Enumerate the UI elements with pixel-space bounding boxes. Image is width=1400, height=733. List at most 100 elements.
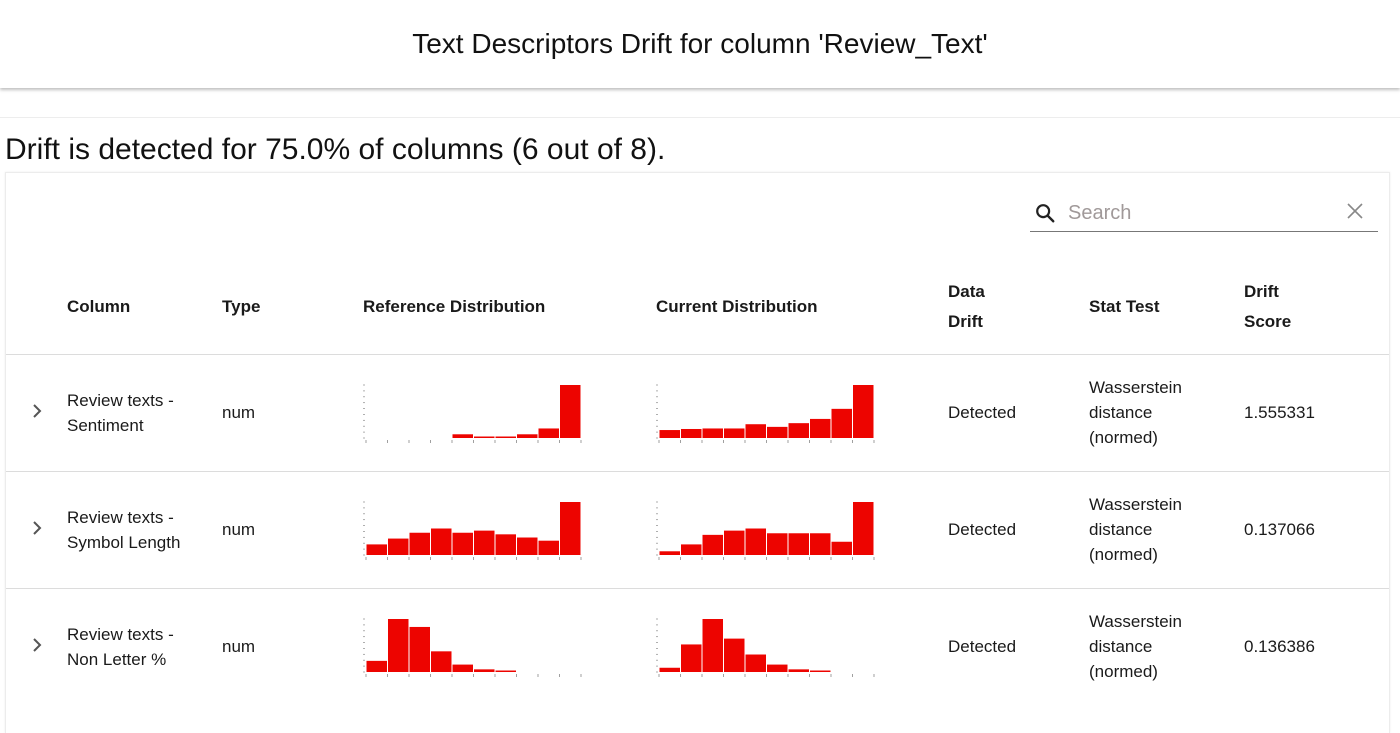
histogram-bar: [452, 532, 473, 555]
histogram-bar: [788, 532, 809, 555]
expand-row-button[interactable]: [26, 633, 48, 660]
reference-distribution-chart: [363, 618, 582, 677]
histogram-bar: [388, 538, 409, 555]
histogram-bar: [560, 384, 581, 438]
histogram-bar: [724, 530, 745, 555]
drift-score-value: 1.555331: [1244, 403, 1315, 422]
histogram-bar: [788, 669, 809, 672]
histogram-bar: [560, 501, 581, 555]
histogram-bar: [431, 528, 452, 555]
histogram-bar: [767, 426, 788, 438]
expand-row-button[interactable]: [26, 516, 48, 543]
drift-summary: Drift is detected for 75.0% of columns (…: [5, 133, 666, 166]
histogram-bar: [388, 618, 409, 672]
column-type: num: [222, 637, 256, 657]
histogram-bar: [853, 501, 874, 555]
histogram-bar: [702, 618, 723, 672]
histogram-bar: [745, 654, 766, 672]
histogram-bar: [788, 422, 809, 438]
clear-search-button[interactable]: [1346, 202, 1364, 225]
histogram-bar: [517, 433, 538, 438]
chevron-right-icon: [32, 638, 41, 652]
expand-row-button[interactable]: [26, 399, 48, 426]
reference-distribution-chart: [363, 384, 582, 443]
histogram-bar: [810, 670, 831, 672]
histogram-bar: [474, 436, 495, 438]
column-name: Review texts - Non Letter %: [67, 624, 174, 669]
data-drift-status: Detected: [948, 637, 1017, 657]
page-title: Text Descriptors Drift for column 'Revie…: [412, 28, 988, 59]
table-header-row: Column Type Reference Distribution Curre…: [6, 261, 1389, 354]
histogram-bar: [366, 660, 387, 672]
histogram-bar: [831, 541, 852, 555]
histogram-bar: [702, 534, 723, 555]
drift-table: Column Type Reference Distribution Curre…: [6, 261, 1389, 705]
drift-table-panel: Column Type Reference Distribution Curre…: [5, 172, 1390, 733]
histogram-bar: [474, 669, 495, 672]
page-header: Text Descriptors Drift for column 'Revie…: [0, 0, 1400, 88]
close-icon: [1347, 202, 1363, 219]
histogram-bar: [495, 436, 516, 438]
histogram-bar: [452, 433, 473, 438]
histogram-bar: [452, 664, 473, 672]
histogram-bar: [724, 638, 745, 672]
expander-header: [6, 261, 67, 354]
column-type: num: [222, 403, 256, 422]
chevron-right-icon: [32, 404, 41, 418]
histogram-bar: [724, 427, 745, 438]
histogram-bar: [659, 667, 680, 672]
table-row: Review texts - Sentiment num Detected Wa…: [6, 354, 1389, 471]
histogram-bar: [810, 532, 831, 555]
stat-test-header[interactable]: Stat Test: [1089, 297, 1160, 317]
histogram-bar: [767, 532, 788, 555]
histogram-bar: [681, 428, 702, 438]
histogram-bar: [831, 408, 852, 438]
reference-distribution-chart: [363, 501, 582, 560]
histogram-bar: [745, 423, 766, 438]
data-drift-status: Detected: [948, 520, 1017, 539]
data-drift-status: Detected: [948, 403, 1017, 422]
current-distribution-header: Current Distribution: [656, 297, 818, 317]
search-icon: [1036, 204, 1055, 223]
chevron-right-icon: [32, 521, 41, 535]
stat-test-name: Wasserstein distance (normed): [1089, 495, 1182, 564]
histogram-bar: [517, 537, 538, 555]
search-input[interactable]: [1066, 200, 1340, 226]
histogram-bar: [853, 384, 874, 438]
reference-distribution-header: Reference Distribution: [363, 297, 546, 317]
histogram-bar: [681, 644, 702, 672]
drift-score-value: 0.136386: [1244, 637, 1315, 657]
current-distribution-chart: [656, 384, 875, 443]
histogram-bar: [409, 626, 430, 672]
column-type: num: [222, 520, 256, 539]
histogram-bar: [659, 429, 680, 438]
histogram-bar: [681, 543, 702, 555]
histogram-bar: [495, 533, 516, 555]
histogram-bar: [767, 664, 788, 672]
histogram-bar: [366, 543, 387, 555]
drift-score-value: 0.137066: [1244, 520, 1315, 539]
histogram-bar: [702, 427, 723, 438]
current-distribution-chart: [656, 618, 875, 677]
histogram-bar: [409, 532, 430, 555]
column-name: Review texts - Symbol Length: [67, 507, 181, 552]
histogram-bar: [431, 651, 452, 672]
histogram-bar: [538, 427, 559, 438]
histogram-bar: [659, 550, 680, 555]
data-drift-header[interactable]: Data Drift: [948, 282, 985, 332]
stat-test-name: Wasserstein distance (normed): [1089, 612, 1182, 682]
histogram-bar: [495, 670, 516, 672]
search-box: [1030, 195, 1378, 232]
divider: [0, 117, 1400, 118]
drift-score-header[interactable]: Drift Score: [1244, 282, 1292, 332]
table-row: Review texts - Symbol Length num Detecte…: [6, 471, 1389, 588]
current-distribution-chart: [656, 501, 875, 560]
column-header[interactable]: Column: [67, 297, 131, 317]
table-row: Review texts - Non Letter % num Detected…: [6, 588, 1389, 705]
histogram-bar: [745, 528, 766, 555]
column-name: Review texts - Sentiment: [67, 390, 174, 435]
stat-test-name: Wasserstein distance (normed): [1089, 378, 1182, 447]
histogram-bar: [474, 530, 495, 555]
type-header[interactable]: Type: [222, 297, 261, 317]
histogram-bar: [810, 418, 831, 438]
